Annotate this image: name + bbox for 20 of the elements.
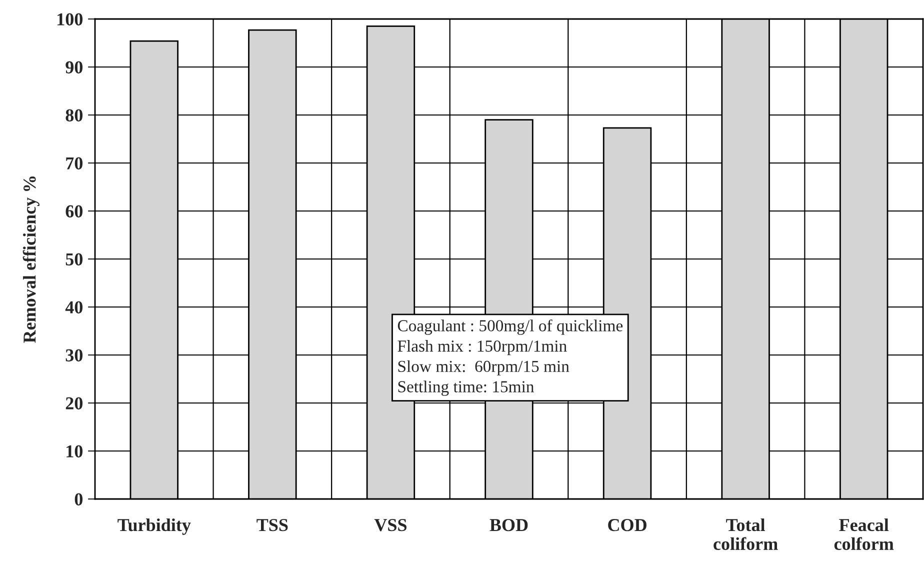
- y-tick-label: 60: [66, 205, 83, 218]
- y-tick-label: 70: [66, 157, 83, 170]
- y-tick-label: 0: [74, 493, 83, 506]
- x-tick-label: BOD: [490, 519, 528, 532]
- y-tick-label: 10: [66, 445, 83, 458]
- x-tick-label: VSS: [374, 519, 407, 532]
- y-tick-label: 20: [66, 397, 83, 410]
- annotation: Coagulant : 500mg/l of quicklime Flash mix : 150rpm/1min Slow mix: 60rpm/15 min Settling time: 15min: [398, 319, 623, 396]
- y-tick-label: 80: [66, 109, 83, 122]
- x-tick-label: Turbidity: [118, 518, 191, 535]
- x-tick-label: COD: [608, 519, 646, 532]
- y-tick-label: 90: [66, 61, 83, 74]
- y-tick-label: 30: [66, 349, 83, 362]
- y-tick-label: 100: [58, 13, 83, 26]
- y-axis-title: Removal efficiency %: [22, 176, 40, 343]
- x-tick-label: Total coliform: [714, 518, 778, 550]
- y-tick-label: 40: [65, 301, 83, 314]
- x-tick-label: Feacal colform: [834, 518, 894, 550]
- x-tick-label: TSS: [256, 519, 288, 532]
- y-tick-label: 50: [66, 253, 83, 266]
